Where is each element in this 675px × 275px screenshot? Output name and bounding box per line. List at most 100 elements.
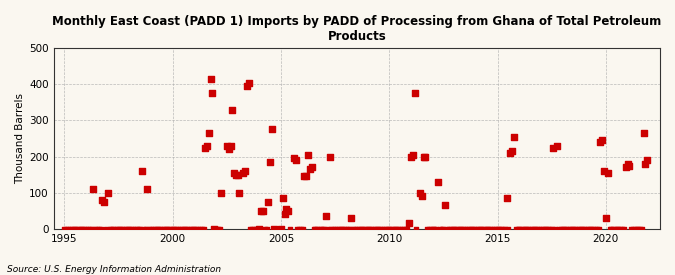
Point xyxy=(258,208,269,213)
Point xyxy=(604,226,615,231)
Point xyxy=(72,226,82,231)
Point xyxy=(580,226,591,231)
Point xyxy=(503,226,514,231)
Point xyxy=(446,226,456,231)
Point xyxy=(323,226,333,231)
Point xyxy=(371,226,382,231)
Point xyxy=(357,226,368,231)
Point xyxy=(545,226,556,231)
Point xyxy=(215,226,225,231)
Point xyxy=(615,226,626,231)
Point xyxy=(182,226,192,231)
Point xyxy=(502,196,512,200)
Y-axis label: Thousand Barrels: Thousand Barrels xyxy=(15,93,25,184)
Point xyxy=(577,226,588,231)
Point xyxy=(500,226,510,231)
Point xyxy=(63,226,74,231)
Point xyxy=(306,165,317,169)
Point xyxy=(364,226,375,231)
Point xyxy=(109,226,120,231)
Point xyxy=(66,226,77,231)
Point xyxy=(575,226,586,231)
Point xyxy=(79,226,90,231)
Point xyxy=(130,226,140,231)
Point xyxy=(90,226,101,231)
Point xyxy=(310,226,321,231)
Point xyxy=(467,226,478,231)
Point xyxy=(454,226,465,231)
Point xyxy=(103,190,113,195)
Point xyxy=(532,226,543,231)
Point xyxy=(317,226,328,231)
Point xyxy=(355,226,366,231)
Point xyxy=(561,226,572,231)
Point xyxy=(384,226,395,231)
Point xyxy=(409,91,420,96)
Point xyxy=(541,226,551,231)
Point xyxy=(375,226,385,231)
Point xyxy=(68,226,79,231)
Point xyxy=(613,226,624,231)
Point xyxy=(514,226,524,231)
Point xyxy=(393,226,404,231)
Point xyxy=(475,226,485,231)
Point xyxy=(431,226,441,231)
Point xyxy=(304,167,315,171)
Point xyxy=(261,226,272,231)
Point xyxy=(476,226,487,231)
Point xyxy=(301,174,312,178)
Point xyxy=(333,226,344,231)
Point xyxy=(380,226,391,231)
Point xyxy=(568,226,578,231)
Point xyxy=(640,161,651,166)
Point xyxy=(119,226,130,231)
Point xyxy=(358,226,369,231)
Point xyxy=(265,160,275,164)
Point xyxy=(368,226,379,231)
Point xyxy=(256,208,267,213)
Point xyxy=(204,131,215,135)
Point xyxy=(348,226,358,231)
Point xyxy=(379,226,389,231)
Point xyxy=(70,226,81,231)
Point xyxy=(478,226,489,231)
Point xyxy=(414,190,425,195)
Point xyxy=(216,190,227,195)
Point xyxy=(315,226,326,231)
Point xyxy=(232,172,243,177)
Point xyxy=(104,226,115,231)
Point xyxy=(622,161,633,166)
Point xyxy=(92,226,103,231)
Point xyxy=(313,226,324,231)
Point xyxy=(76,226,86,231)
Point xyxy=(299,174,310,178)
Point xyxy=(564,226,575,231)
Point xyxy=(113,226,124,231)
Point xyxy=(259,226,270,231)
Point xyxy=(385,226,396,231)
Point xyxy=(234,190,245,195)
Point xyxy=(373,226,384,231)
Point xyxy=(572,226,583,231)
Point xyxy=(135,226,146,231)
Point xyxy=(557,226,568,231)
Point xyxy=(176,226,187,231)
Point xyxy=(377,226,387,231)
Point xyxy=(518,226,529,231)
Point xyxy=(626,226,637,231)
Point xyxy=(82,226,93,231)
Point xyxy=(491,226,502,231)
Point xyxy=(422,226,433,231)
Point xyxy=(507,149,518,153)
Point xyxy=(404,221,414,226)
Point xyxy=(65,226,76,231)
Point xyxy=(395,226,406,231)
Point xyxy=(423,226,434,231)
Point xyxy=(138,226,149,231)
Point xyxy=(155,226,165,231)
Point xyxy=(508,134,519,139)
Point xyxy=(61,226,72,231)
Point xyxy=(115,226,126,231)
Point xyxy=(290,158,301,162)
Point xyxy=(535,226,546,231)
